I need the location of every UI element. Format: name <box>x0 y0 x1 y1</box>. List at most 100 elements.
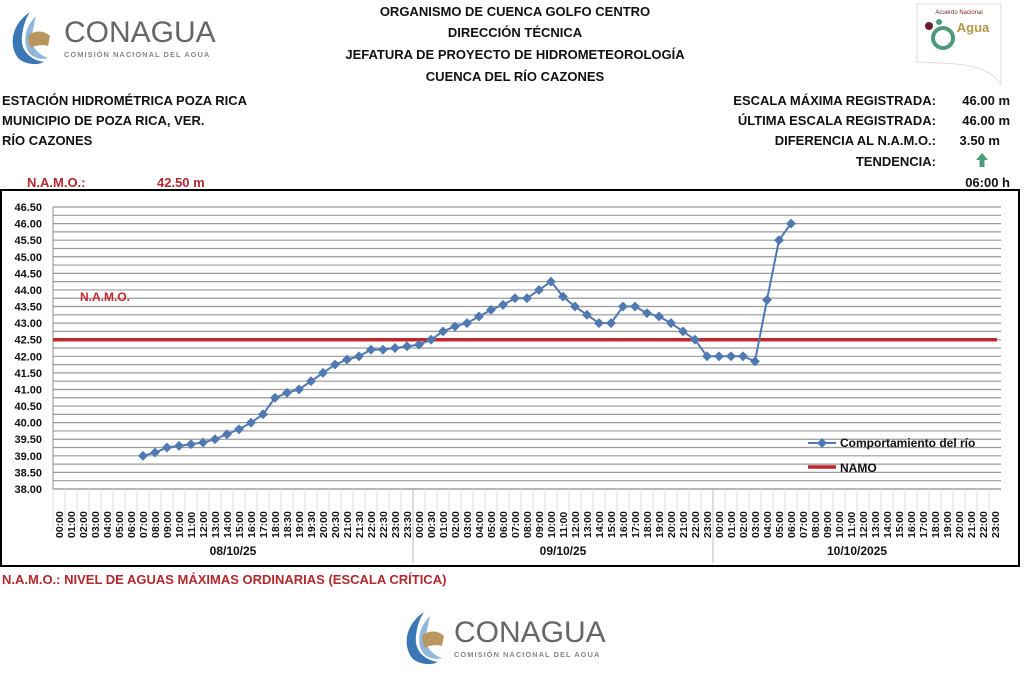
station-name: ESTACIÓN HIDROMÉTRICA POZA RICA <box>2 93 248 108</box>
x-tick-label: 22:00 <box>690 511 702 538</box>
namo-label: N.A.M.O.: <box>27 175 86 190</box>
x-tick-label: 10:00 <box>174 511 186 538</box>
x-tick-label: 15:00 <box>234 511 246 538</box>
x-tick-label: 18:30 <box>282 511 294 538</box>
x-tick-label: 19:00 <box>942 511 954 538</box>
x-tick-label: 15:00 <box>606 511 618 538</box>
x-tick-label: 09:00 <box>534 511 546 538</box>
river-data-point <box>270 392 280 403</box>
day-label: 09/10/25 <box>540 544 587 558</box>
y-tick-label: 42.00 <box>14 351 42 363</box>
x-tick-label: 11:00 <box>558 512 570 538</box>
max-scale-label: ESCALA MÁXIMA REGISTRADA: <box>733 93 936 108</box>
x-tick-label: 12:00 <box>858 511 870 538</box>
x-tick-label: 16:00 <box>618 511 630 538</box>
x-tick-label: 14:00 <box>222 511 234 538</box>
x-tick-label: 21:00 <box>678 511 690 538</box>
river-data-point <box>702 351 712 362</box>
x-tick-label: 19:30 <box>306 511 318 538</box>
header-title-line-3: JEFATURA DE PROYECTO DE HIDROMETEOROLOGÍ… <box>345 47 685 62</box>
river-data-point <box>318 367 328 378</box>
report-time: 06:00 h <box>965 175 1010 190</box>
x-tick-label: 14:00 <box>594 511 606 538</box>
arrow-up-icon <box>976 153 988 167</box>
x-tick-label: 18:00 <box>930 511 942 538</box>
namo-annotation: N.A.M.O. <box>80 290 130 304</box>
header-title-line-4: CUENCA DEL RÍO CAZONES <box>425 69 605 84</box>
x-tick-label: 20:00 <box>318 511 330 538</box>
x-tick-label: 18:00 <box>270 511 282 538</box>
x-tick-label: 07:00 <box>510 511 522 538</box>
river-data-point <box>282 387 292 398</box>
namo-difference-value: 3.50 m <box>959 133 1000 148</box>
x-tick-label: 07:00 <box>798 511 810 538</box>
namo-value: 42.50 m <box>157 175 205 190</box>
river-data-point <box>174 440 184 451</box>
x-tick-label: 16:00 <box>246 511 258 538</box>
y-tick-label: 38.00 <box>14 484 42 496</box>
x-tick-label: 19:00 <box>654 511 666 538</box>
x-tick-label: 15:00 <box>894 511 906 538</box>
x-tick-label: 18:00 <box>642 511 654 538</box>
x-tick-label: 23:00 <box>390 511 402 538</box>
river-data-point <box>234 424 244 435</box>
namo-footnote: N.A.M.O.: NIVEL DE AGUAS MÁXIMAS ORDINAR… <box>2 572 447 587</box>
river-data-point <box>570 301 580 312</box>
y-tick-label: 45.00 <box>14 252 42 264</box>
y-tick-label: 43.00 <box>14 318 42 330</box>
legend-river-label: Comportamiento del río <box>840 436 975 450</box>
acuerdo-nacional-agua-logo: Acuerdo Nacional Agua <box>916 3 1002 86</box>
river-data-point <box>510 293 520 304</box>
x-tick-label: 17:00 <box>258 511 270 538</box>
x-tick-label: 06:00 <box>786 511 798 538</box>
river-data-point <box>738 351 748 362</box>
x-tick-label: 10:00 <box>546 511 558 538</box>
river-data-point <box>630 301 640 312</box>
y-tick-label: 44.50 <box>14 268 42 280</box>
river-data-point <box>342 354 352 365</box>
river-data-point <box>546 276 556 287</box>
river-data-point <box>462 318 472 329</box>
header-title-line-2: DIRECCIÓN TÉCNICA <box>447 25 583 40</box>
trend-label: TENDENCIA: <box>855 154 936 169</box>
x-tick-label: 00:00 <box>714 511 726 538</box>
river-data-point <box>294 384 304 395</box>
max-scale-value: 46.00 m <box>962 93 1010 108</box>
river-data-point <box>306 376 316 387</box>
river-data-point <box>762 294 772 305</box>
namo-difference-label: DIFERENCIA AL N.A.M.O.: <box>774 133 936 148</box>
y-tick-label: 46.50 <box>14 202 42 214</box>
x-tick-label: 02:00 <box>450 511 462 538</box>
x-tick-label: 02:00 <box>78 511 90 538</box>
x-tick-label: 04:00 <box>762 511 774 538</box>
river-data-point <box>522 293 532 304</box>
river-data-point <box>414 339 424 350</box>
x-tick-label: 01:00 <box>438 511 450 538</box>
x-tick-label: 04:00 <box>474 511 486 538</box>
x-tick-label: 23:30 <box>402 511 414 538</box>
y-tick-label: 39.50 <box>14 434 42 446</box>
x-tick-label: 08:00 <box>810 511 822 538</box>
river-data-point <box>150 447 160 458</box>
river-data-point <box>654 311 664 322</box>
day-label: 10/10/2025 <box>827 544 887 558</box>
river-data-point <box>774 235 784 246</box>
river-data-point <box>582 309 592 320</box>
x-tick-label: 00:30 <box>426 511 438 538</box>
logo-subtext: COMISIÓN NACIONAL DEL AGUA <box>64 50 210 59</box>
conagua-logo: CONAGUA COMISIÓN NACIONAL DEL AGUA <box>12 12 216 65</box>
river-data-point <box>210 434 220 445</box>
x-tick-label: 00:00 <box>414 511 426 538</box>
station-municipality: MUNICIPIO DE POZA RICA, VER. <box>2 113 205 128</box>
y-tick-label: 46.00 <box>14 219 42 231</box>
x-tick-label: 05:00 <box>114 511 126 538</box>
x-tick-label: 17:00 <box>630 511 642 538</box>
x-tick-label: 05:00 <box>774 511 786 538</box>
station-river: RÍO CAZONES <box>2 133 93 148</box>
right-logo-text: Acuerdo Nacional <box>935 10 982 16</box>
x-tick-label: 12:00 <box>570 511 582 538</box>
x-tick-label: 20:00 <box>954 511 966 538</box>
x-tick-label: 01:00 <box>66 511 78 538</box>
river-data-point <box>750 356 760 367</box>
